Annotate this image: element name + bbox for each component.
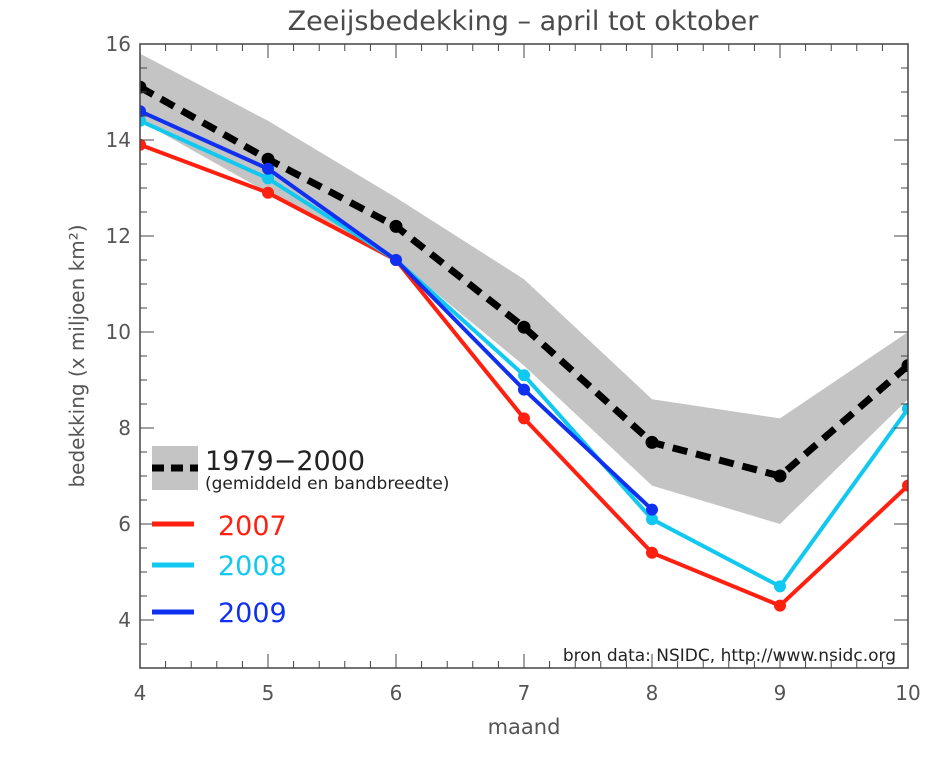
data-point-1979-2000: [261, 152, 275, 166]
legend-label-mean: 1979−2000: [205, 446, 365, 477]
data-point-2009: [390, 254, 402, 266]
data-point-2008: [140, 114, 146, 127]
data-point-1979-2000: [645, 435, 659, 449]
data-point-2008: [518, 369, 530, 382]
x-tick-label: 9: [774, 681, 787, 705]
x-tick-label: 4: [134, 681, 147, 705]
legend-label-2009: 2009: [218, 598, 287, 629]
data-point-1979-2000: [389, 219, 403, 233]
data-point-1979-2000: [140, 80, 147, 94]
x-tick-label: 10: [895, 681, 920, 705]
y-tick-label: 14: [106, 128, 131, 152]
data-point-1979-2000: [901, 359, 908, 373]
y-axis-label: bedekking (x miljoen km²): [65, 224, 89, 487]
legend-label-2007: 2007: [218, 511, 287, 542]
data-point-2008: [262, 172, 274, 185]
range-band-1979-2000: [140, 53, 908, 524]
data-point-2008: [646, 513, 658, 526]
x-tick-label: 5: [262, 681, 275, 705]
data-point-2007: [262, 186, 274, 199]
data-point-2007: [774, 599, 786, 612]
data-point-2009: [140, 105, 146, 118]
chart-title: Zeeijsbedekking – april tot oktober: [288, 6, 760, 37]
data-point-1979-2000: [517, 320, 531, 334]
y-tick-label: 12: [106, 224, 131, 248]
data-point-2008: [902, 402, 908, 415]
y-tick-label: 8: [118, 416, 131, 440]
data-point-2007: [518, 412, 530, 425]
source-note: bron data: NSIDC, http://www.nsidc.org: [563, 646, 896, 666]
legend-sublabel-mean: (gemiddeld en bandbreedte): [205, 474, 449, 494]
data-point-2009: [518, 383, 530, 396]
x-axis-label: maand: [488, 715, 561, 739]
data-point-2008: [774, 580, 786, 593]
y-tick-label: 4: [118, 608, 131, 632]
x-tick-label: 6: [390, 681, 403, 705]
data-point-2007: [646, 546, 658, 559]
data-point-2009: [262, 162, 274, 175]
data-point-2009: [646, 503, 658, 516]
y-tick-label: 6: [118, 512, 131, 536]
data-point-2007: [140, 138, 146, 151]
data-point-2007: [902, 479, 908, 492]
x-tick-label: 7: [518, 681, 531, 705]
data-point-1979-2000: [773, 469, 787, 483]
y-tick-label: 16: [106, 32, 131, 56]
legend-label-2008: 2008: [218, 551, 287, 582]
y-tick-label: 10: [106, 320, 131, 344]
x-tick-label: 8: [646, 681, 659, 705]
